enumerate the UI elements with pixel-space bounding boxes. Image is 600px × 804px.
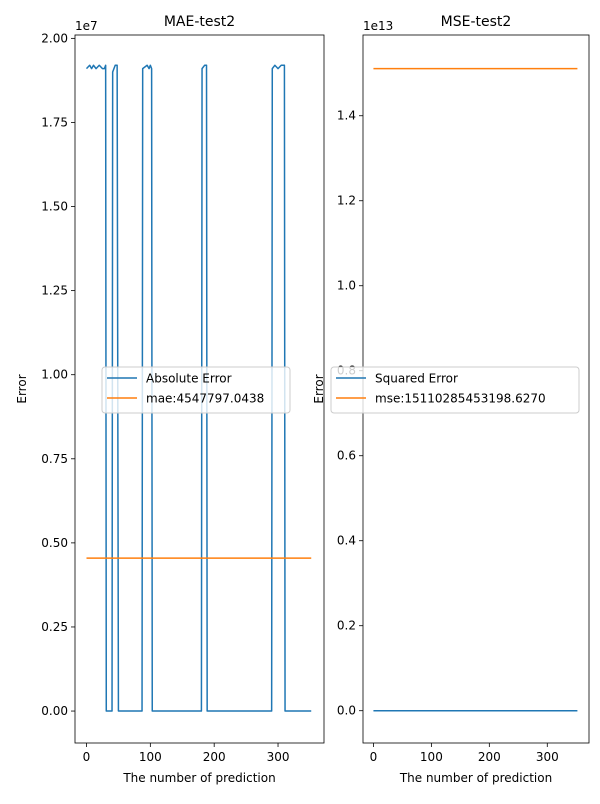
legend-box [330, 366, 580, 414]
y-tick-label: 1.4 [337, 109, 356, 123]
y-tick-label: 0.4 [337, 534, 356, 548]
y-tick-label: 1.75 [41, 115, 68, 129]
y-tick-label: 0.00 [41, 704, 68, 718]
y-axis-label: Error [15, 374, 29, 403]
x-axis-label: The number of prediction [122, 771, 275, 785]
y-tick-label: 0.6 [337, 449, 356, 463]
y-tick-label: 0.25 [41, 620, 68, 634]
y-tick-label: 1.50 [41, 200, 68, 214]
x-tick-label: 300 [267, 750, 290, 764]
x-tick-label: 0 [370, 750, 378, 764]
y-tick-label: 1.25 [41, 284, 68, 298]
y-axis-label: Error [312, 374, 326, 403]
y-tick-label: 2.00 [41, 31, 68, 45]
x-tick-label: 0 [83, 750, 91, 764]
chart-title: MSE-test2 [441, 14, 512, 30]
legend-label-2: mse:15110285453198.6270 [375, 392, 546, 406]
legend-box [101, 366, 291, 414]
chart-panel-1: 0 100 200 300 0.00 0.25 0.50 0.75 1.00 1.25 1.50 1.… [15, 14, 325, 785]
legend-label-1: Absolute Error [146, 372, 232, 386]
legend: Squared Error mse:15110285453198.6270 [330, 366, 580, 414]
y-tick-label: 1.00 [41, 368, 68, 382]
legend-label-1: Squared Error [375, 372, 458, 386]
y-tick-label: 0.0 [337, 704, 356, 718]
y-offset-text: 1e13 [363, 19, 393, 33]
legend-label-2: mae:4547797.0438 [146, 392, 264, 406]
chart-panel-2: 01002003000.00.20.40.60.81.01.21.41e13MS… [312, 14, 590, 785]
x-tick-label: 200 [203, 750, 226, 764]
chart-title: MAE-test2 [164, 14, 235, 30]
y-tick-label: 0.75 [41, 452, 68, 466]
y-offset-text: 1e7 [75, 19, 98, 33]
legend: Absolute Error mae:4547797.0438 [101, 366, 291, 414]
y-tick-label: 0.50 [41, 536, 68, 550]
y-tick-label: 1.2 [337, 194, 356, 208]
x-tick-label: 200 [478, 750, 501, 764]
y-tick-label: 1.0 [337, 279, 356, 293]
x-tick-label: 100 [420, 750, 443, 764]
series-line-1 [85, 64, 312, 712]
plot-frame [74, 34, 325, 744]
y-tick-label: 0.2 [337, 619, 356, 633]
x-tick-label: 100 [139, 750, 162, 764]
x-axis-label: The number of prediction [399, 771, 552, 785]
x-tick-label: 300 [536, 750, 559, 764]
